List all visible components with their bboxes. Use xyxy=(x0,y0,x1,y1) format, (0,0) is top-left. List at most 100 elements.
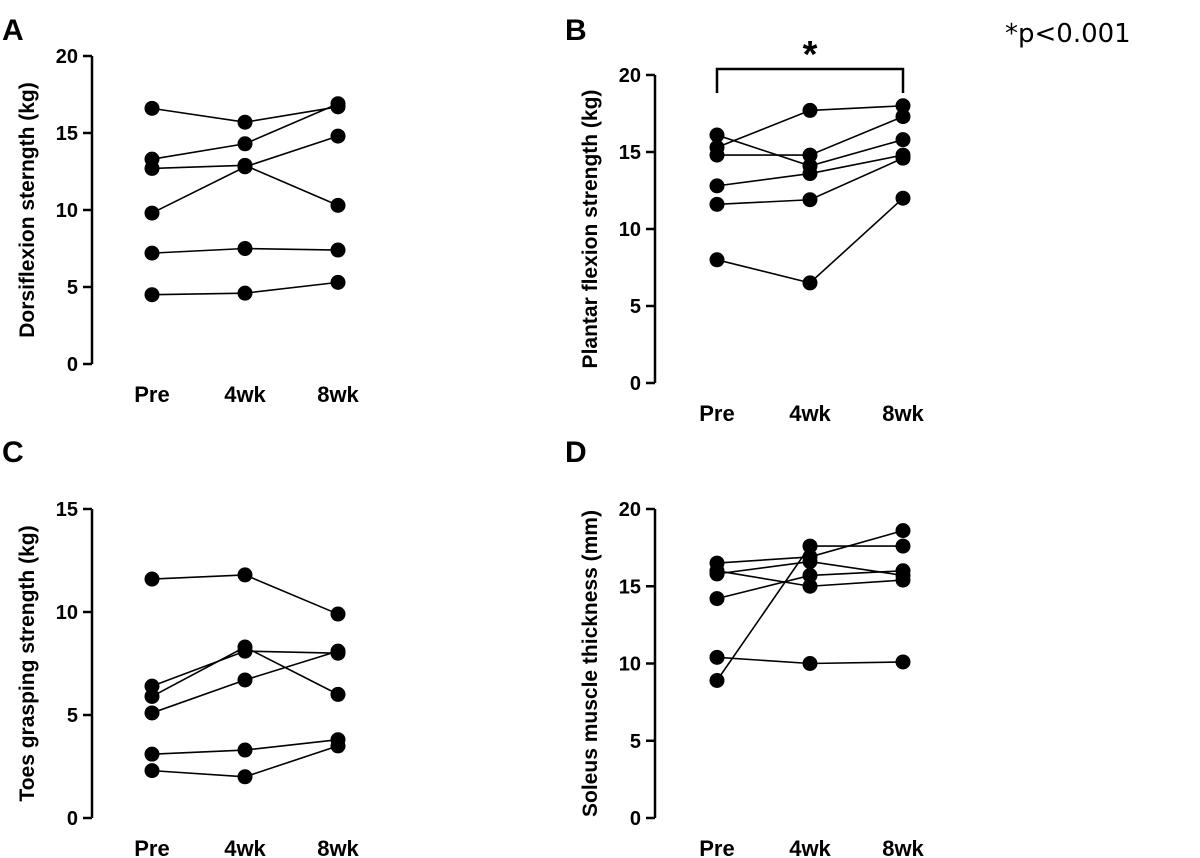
data-point xyxy=(709,252,725,268)
data-point xyxy=(237,769,253,785)
data-point xyxy=(895,98,911,114)
data-point xyxy=(237,241,253,256)
data-point xyxy=(330,197,346,213)
data-point xyxy=(709,672,725,688)
x-tick-label: 4wk xyxy=(789,836,831,858)
data-point xyxy=(802,567,818,583)
x-tick-label: 8wk xyxy=(317,836,359,858)
y-tick-label: 0 xyxy=(630,808,641,830)
series-6 xyxy=(709,190,911,291)
significance-note: *p<0.001 xyxy=(1005,19,1131,49)
series-1 xyxy=(144,99,346,130)
x-tick-label: Pre xyxy=(134,382,169,407)
data-point xyxy=(237,639,253,655)
data-point xyxy=(802,538,818,554)
data-point xyxy=(237,742,253,758)
data-point xyxy=(802,578,818,594)
data-point xyxy=(237,114,253,130)
data-point xyxy=(895,538,911,554)
data-point xyxy=(895,563,911,579)
data-point xyxy=(895,190,911,206)
panel-b: B 0 5 10 15 20 Plantar flexion strength (kg) Pr… xyxy=(565,14,925,426)
x-tick-label: 4wk xyxy=(224,836,266,858)
data-point xyxy=(144,678,160,694)
data-point xyxy=(802,554,818,570)
data-point xyxy=(237,672,253,688)
data-point xyxy=(144,705,160,721)
x-tick-label: Pre xyxy=(134,836,169,858)
data-point xyxy=(802,102,818,118)
series-6 xyxy=(709,538,911,688)
data-point xyxy=(802,656,818,671)
data-point xyxy=(330,606,346,622)
data-point xyxy=(802,275,818,291)
series-5 xyxy=(709,649,911,671)
y-tick-label: 20 xyxy=(619,65,641,87)
series-6 xyxy=(144,738,346,785)
data-point xyxy=(237,136,253,152)
panel-d: D 0 5 10 15 20 Soleus muscle thickness (mm) Pre… xyxy=(565,436,925,858)
data-point xyxy=(330,643,346,659)
series-4 xyxy=(144,128,346,221)
y-axis-title: Plantar flexion strength (kg) xyxy=(579,90,602,369)
data-point xyxy=(237,285,253,301)
data-point xyxy=(802,147,818,163)
series-3 xyxy=(709,109,911,163)
y-tick-label: 5 xyxy=(630,731,641,753)
data-point xyxy=(144,205,160,221)
data-point xyxy=(895,150,911,166)
data-point xyxy=(330,274,346,290)
data-point xyxy=(330,128,346,144)
y-tick-label: 10 xyxy=(56,602,78,624)
data-point xyxy=(895,654,911,670)
series-6 xyxy=(144,274,346,303)
data-point xyxy=(144,571,160,587)
x-tick-label: 8wk xyxy=(882,836,924,858)
data-point xyxy=(144,763,160,779)
significance-star: * xyxy=(803,34,818,76)
y-axis-title: Dorsiflexion sterngth (kg) xyxy=(16,82,39,338)
data-point xyxy=(237,159,253,175)
series-4 xyxy=(144,643,346,721)
data-point xyxy=(144,688,160,704)
x-tick-label: Pre xyxy=(699,401,734,426)
data-point xyxy=(144,287,160,303)
data-point xyxy=(709,566,725,582)
data-point xyxy=(144,100,160,116)
y-tick-label: 15 xyxy=(619,576,641,598)
x-tick-label: 8wk xyxy=(882,401,924,426)
data-point xyxy=(330,96,346,112)
series-4 xyxy=(709,563,911,607)
y-tick-label: 20 xyxy=(56,46,78,68)
y-tick-label: 0 xyxy=(67,354,78,376)
data-point xyxy=(895,132,911,148)
y-axis-title: Soleus muscle thickness (mm) xyxy=(579,510,602,817)
y-tick-label: 5 xyxy=(67,705,78,727)
data-point xyxy=(895,523,911,539)
y-tick-label: 0 xyxy=(630,373,641,395)
data-point xyxy=(144,746,160,762)
x-tick-label: 4wk xyxy=(789,401,831,426)
data-point xyxy=(330,738,346,754)
y-axis-title: Toes grasping strength (kg) xyxy=(16,525,39,801)
panels: A 0 5 10 15 20 Dorsiflexion sterngth (kg) Pre 4w… xyxy=(2,14,925,858)
y-tick-label: 10 xyxy=(619,654,641,676)
y-tick-label: 15 xyxy=(56,499,78,521)
series-line xyxy=(716,197,904,284)
data-point xyxy=(802,166,818,182)
y-tick-label: 0 xyxy=(67,808,78,830)
data-point xyxy=(330,686,346,702)
data-point xyxy=(709,649,725,665)
significance-bracket xyxy=(715,67,905,93)
data-point xyxy=(802,192,818,208)
data-point xyxy=(709,196,725,212)
series-3 xyxy=(144,639,346,704)
y-tick-label: 15 xyxy=(619,142,641,164)
series-1 xyxy=(144,567,346,622)
y-tick-label: 5 xyxy=(67,277,78,299)
data-point xyxy=(895,109,911,125)
data-point xyxy=(709,147,725,163)
y-tick-label: 15 xyxy=(56,123,78,145)
x-tick-label: 4wk xyxy=(224,382,266,407)
